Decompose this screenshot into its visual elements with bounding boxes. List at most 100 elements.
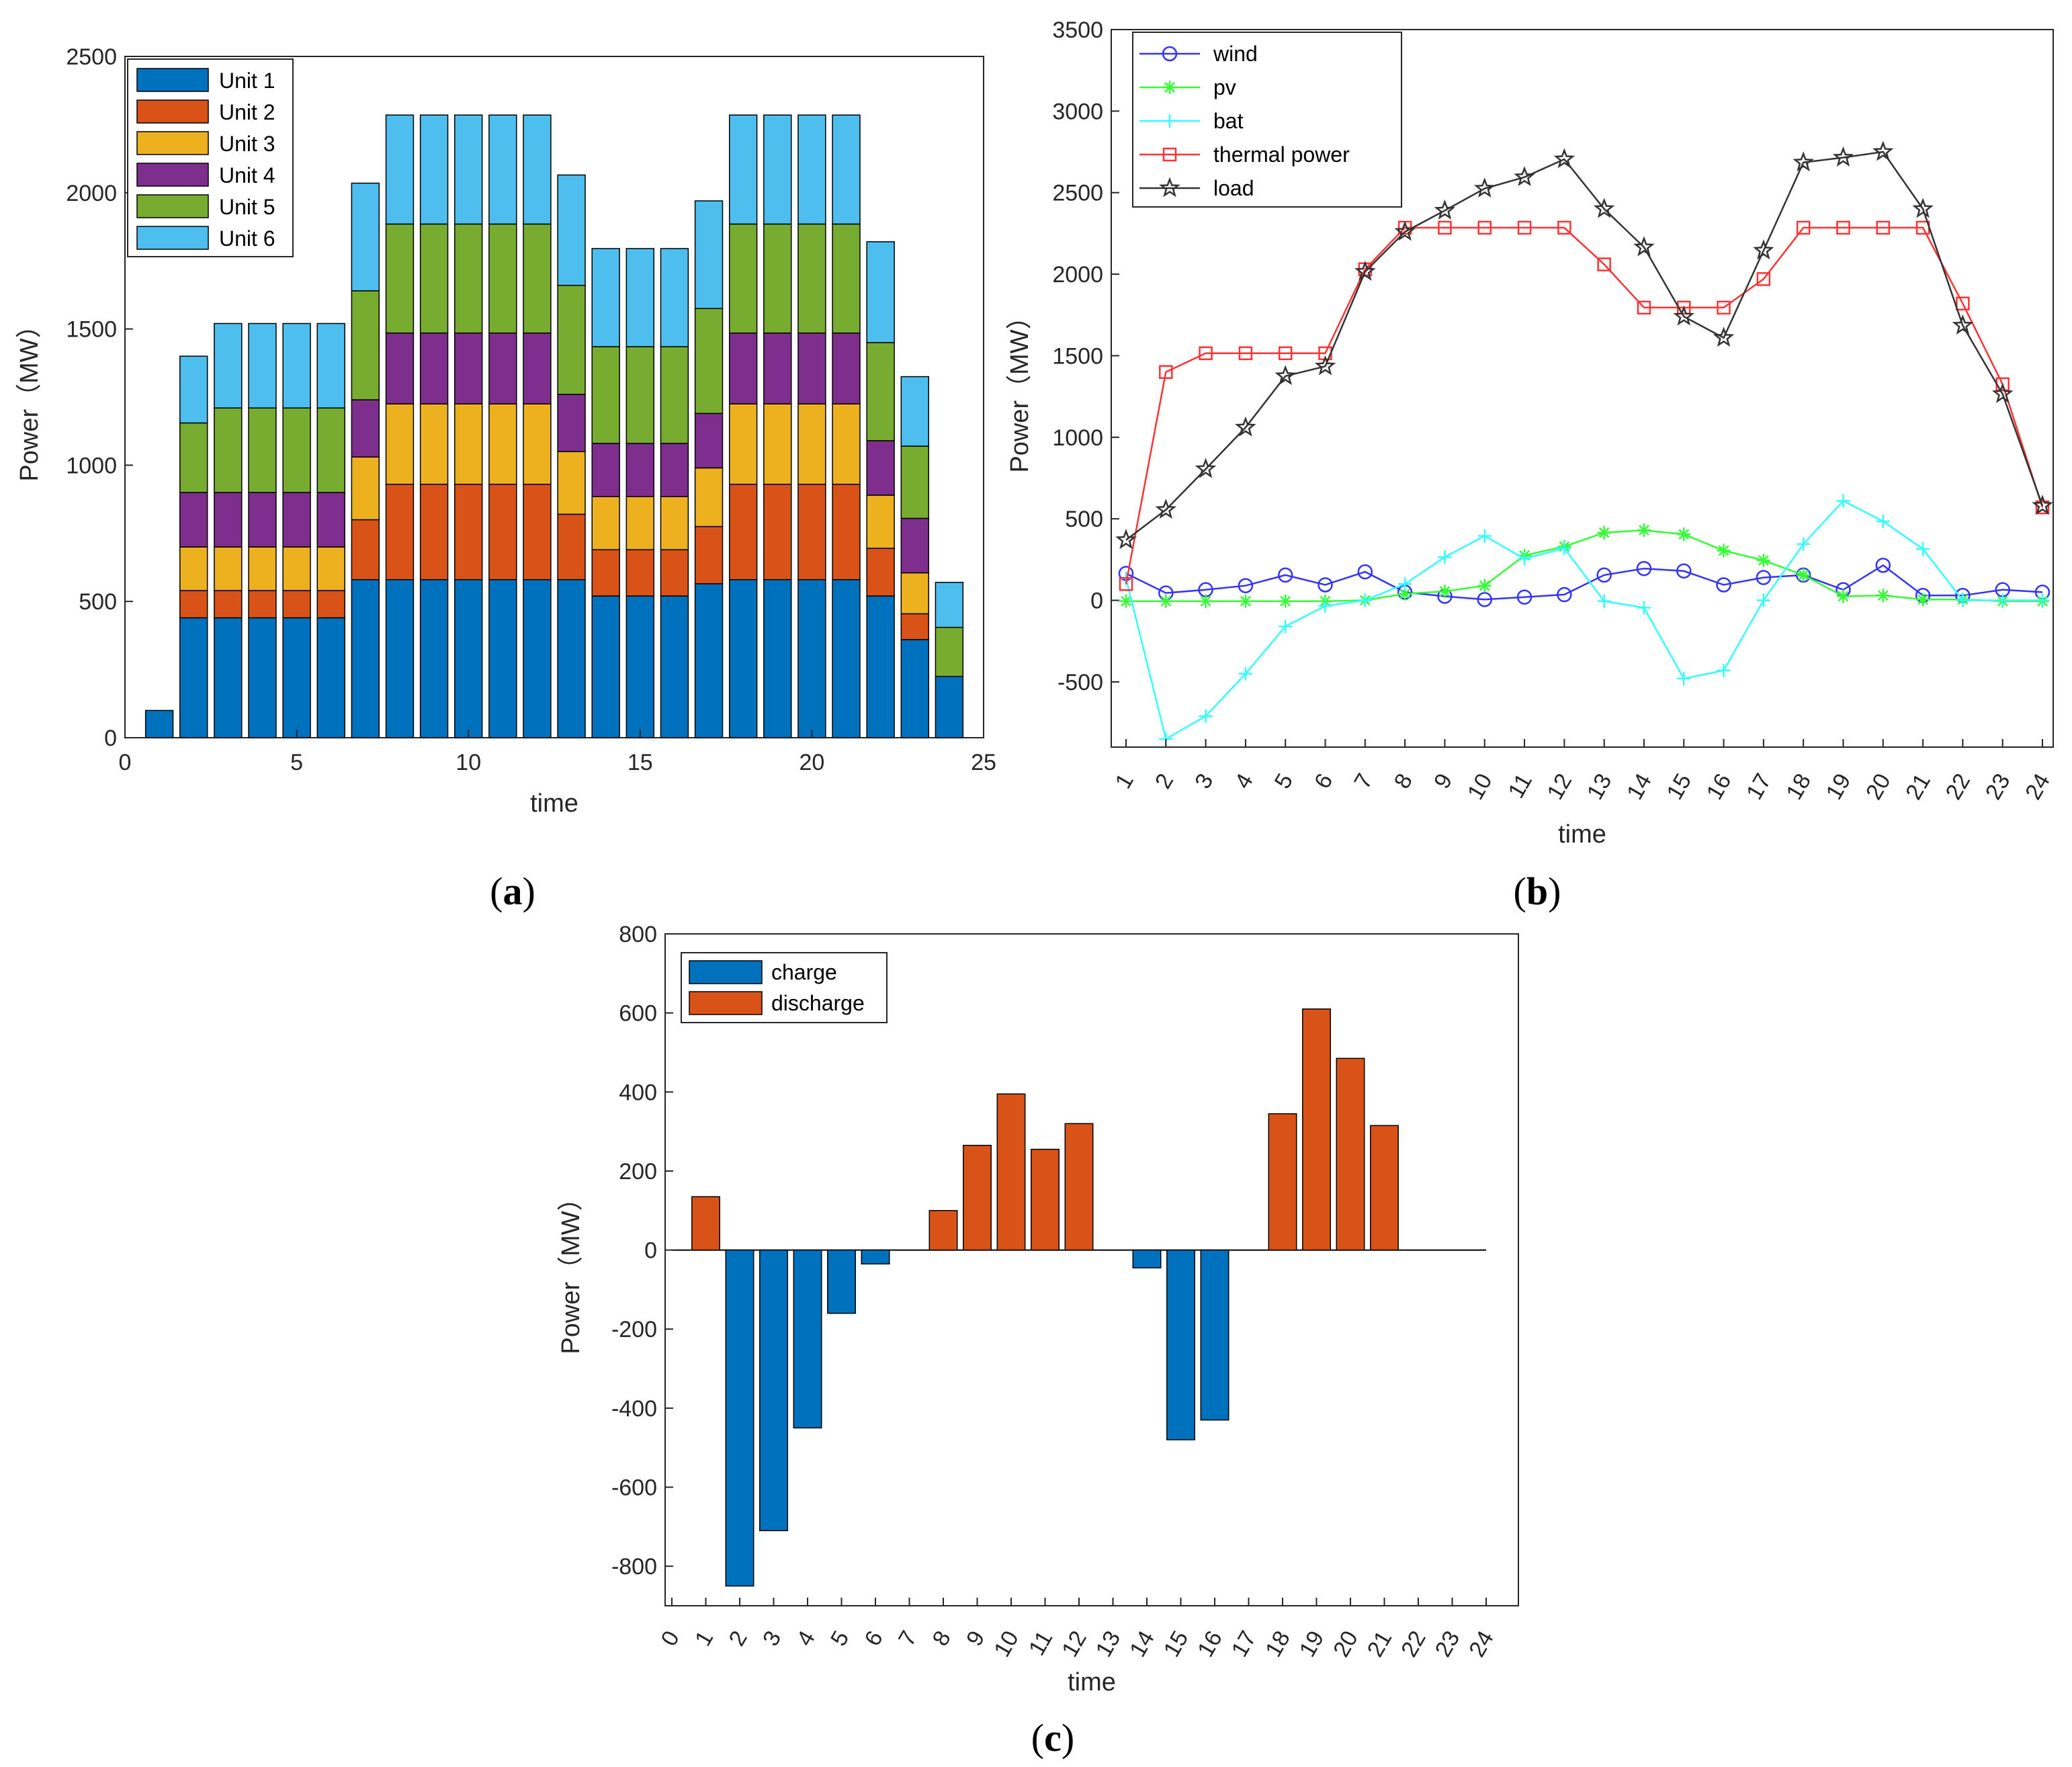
bar-c-discharge-t19 xyxy=(1302,1008,1331,1251)
bar-a-t10-unit3 xyxy=(454,403,483,485)
bar-a-t23-unit3 xyxy=(900,572,929,615)
bar-a-t14-unit5 xyxy=(591,346,620,444)
bar-a-t23-unit2 xyxy=(900,613,929,640)
b-point-wind-t16 xyxy=(1716,577,1731,593)
bar-a-t13-unit2 xyxy=(557,513,586,580)
bar-a-t18-unit1 xyxy=(728,579,758,738)
bar-a-t18-unit5 xyxy=(728,223,758,334)
b-point-load-t8 xyxy=(1394,220,1416,241)
bar-a-t3-unit1 xyxy=(214,617,243,738)
b-ytick-label: 1000 xyxy=(1052,425,1103,451)
bar-a-t13-unit1 xyxy=(557,579,586,738)
b-point-pv-t21 xyxy=(1916,593,1930,607)
bar-a-t21-unit4 xyxy=(832,332,861,404)
bar-a-t12-unit1 xyxy=(523,579,552,738)
bar-a-t22-unit3 xyxy=(866,494,895,549)
bar-a-t17-unit5 xyxy=(694,308,724,415)
b-legend-marker xyxy=(1163,114,1176,128)
c-ytick-label: -600 xyxy=(611,1475,657,1501)
b-point-load-t7 xyxy=(1354,260,1376,281)
bar-a-t18-unit6 xyxy=(728,114,758,225)
a-legend-label: Unit 5 xyxy=(219,195,275,219)
bar-a-t21-unit1 xyxy=(832,579,861,738)
c-ytick-label: 0 xyxy=(644,1238,657,1264)
bar-a-t16-unit2 xyxy=(660,549,689,597)
bar-c-discharge-t21 xyxy=(1370,1125,1399,1251)
bar-a-t21-unit2 xyxy=(832,484,861,580)
bar-a-t4-unit4 xyxy=(248,492,277,548)
bar-a-t20-unit2 xyxy=(797,484,826,580)
b-legend-label: thermal power xyxy=(1213,142,1350,167)
chart-b-y-ticks: -500 0 500 1000 1500 2000 2500 3000 3500 xyxy=(1052,17,1119,695)
b-point-thermal-power-t16 xyxy=(1717,300,1731,315)
a-ytick-label: 2500 xyxy=(66,44,117,70)
bar-a-t18-unit3 xyxy=(728,403,758,485)
b-point-pv-t2 xyxy=(1159,594,1173,608)
b-point-wind-t15 xyxy=(1676,563,1692,579)
b-legend-marker xyxy=(1162,147,1177,162)
bar-a-t3-unit6 xyxy=(214,322,243,408)
a-legend-swatch xyxy=(136,68,209,92)
bar-a-t7-unit4 xyxy=(351,399,380,458)
b-point-load-t16 xyxy=(1713,327,1735,347)
bar-c-discharge-t11 xyxy=(1031,1148,1060,1251)
bar-a-t11-unit2 xyxy=(488,484,517,580)
bar-a-t23-unit6 xyxy=(900,376,929,447)
b-point-thermal-power-t18 xyxy=(1796,220,1811,235)
b-point-load-t6 xyxy=(1314,355,1336,376)
bar-a-t21-unit6 xyxy=(832,114,861,225)
panel-label-b: (b) xyxy=(1514,869,1561,913)
b-ytick-label: 2500 xyxy=(1052,181,1103,206)
bar-a-t13-unit4 xyxy=(557,394,586,452)
bar-a-t19-unit4 xyxy=(763,332,792,404)
b-legend-label: wind xyxy=(1213,42,1258,66)
b-point-wind-t11 xyxy=(1516,589,1533,605)
bar-a-t15-unit3 xyxy=(625,496,654,550)
bar-a-t10-unit1 xyxy=(454,579,483,738)
b-point-load-t18 xyxy=(1793,151,1814,172)
bar-a-t13-unit3 xyxy=(557,451,586,515)
b-legend-label: load xyxy=(1213,176,1254,200)
bar-a-t19-unit3 xyxy=(763,403,792,485)
b-point-pv-t20 xyxy=(1876,589,1890,603)
chart-c-x-axis-label: time xyxy=(1068,1668,1116,1696)
b-point-pv-t16 xyxy=(1717,544,1731,558)
bar-a-t2-unit6 xyxy=(179,355,208,424)
a-legend-label: Unit 3 xyxy=(219,132,275,156)
bar-a-t4-unit6 xyxy=(248,322,277,408)
bar-a-t12-unit6 xyxy=(523,114,552,225)
bar-a-t10-unit4 xyxy=(454,332,483,404)
b-point-thermal-power-t9 xyxy=(1438,220,1452,235)
b-point-thermal-power-t20 xyxy=(1876,220,1891,235)
b-ytick-label: 2000 xyxy=(1052,262,1103,288)
b-xtick-label: 24 xyxy=(2020,769,2055,804)
b-xtick-label: 16 xyxy=(1702,769,1737,804)
b-xtick-label: 22 xyxy=(1940,769,1975,804)
c-ytick-label: -800 xyxy=(611,1554,657,1580)
b-point-load-t11 xyxy=(1514,166,1535,187)
b-ytick-label: 500 xyxy=(1065,507,1103,532)
chart-a-x-axis-label: time xyxy=(530,789,578,818)
b-point-bat-t9 xyxy=(1438,550,1452,564)
b-point-bat-t4 xyxy=(1238,666,1252,681)
b-ytick-label: -500 xyxy=(1057,670,1103,695)
bar-a-t16-unit3 xyxy=(660,496,689,550)
b-xtick-label: 3 xyxy=(1190,769,1218,793)
b-point-thermal-power-t2 xyxy=(1159,365,1173,379)
c-xtick-label: 6 xyxy=(860,1627,888,1650)
bar-a-t6-unit5 xyxy=(316,407,345,493)
b-point-thermal-power-t3 xyxy=(1199,346,1213,361)
b-xtick-label: 21 xyxy=(1901,769,1936,804)
b-point-load-t12 xyxy=(1553,148,1575,169)
c-xtick-label: 19 xyxy=(1295,1627,1330,1662)
b-point-load-t4 xyxy=(1235,416,1256,437)
bar-a-t15-unit1 xyxy=(625,595,654,738)
chart-a-legend: Unit 1 Unit 2 Unit 3 Unit 4 Unit 5 Unit 6 xyxy=(127,58,294,257)
b-ytick-label: 0 xyxy=(1090,589,1103,614)
bar-a-t8-unit2 xyxy=(385,484,415,580)
c-xtick-label: 21 xyxy=(1363,1627,1397,1662)
c-ytick-label: 600 xyxy=(619,1001,657,1027)
b-point-wind-t5 xyxy=(1277,567,1293,583)
a-ytick-label: 1000 xyxy=(66,453,117,478)
b-point-bat-t7 xyxy=(1358,593,1372,607)
